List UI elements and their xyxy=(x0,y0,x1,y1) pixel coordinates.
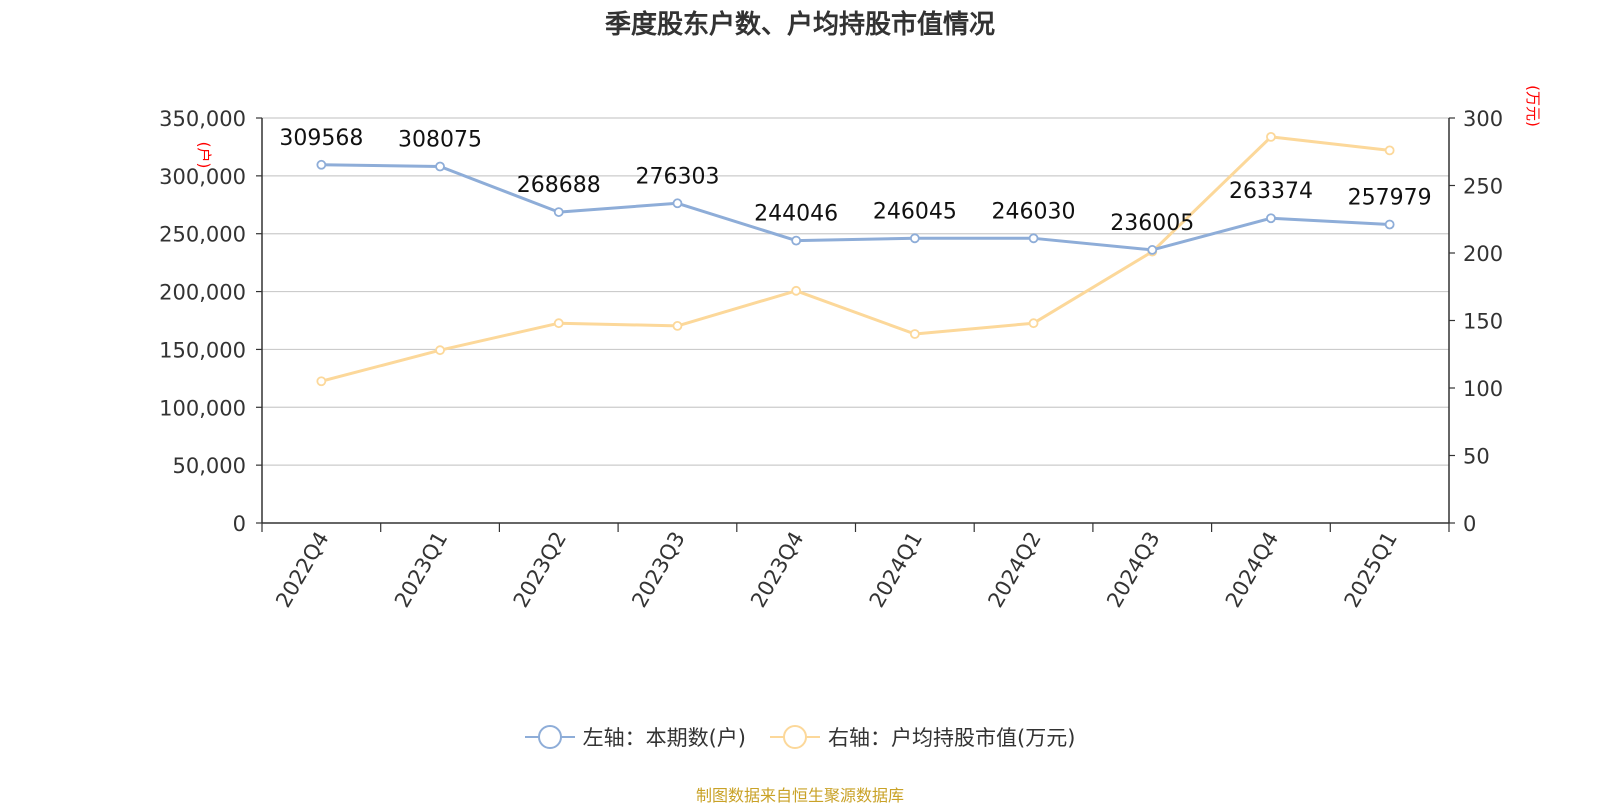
series-0-point xyxy=(791,235,802,246)
data-label: 236005 xyxy=(1110,211,1194,236)
x-tick-label: 2023Q2 xyxy=(509,528,571,612)
series-1-point xyxy=(553,318,564,329)
left-tick-label: 0 xyxy=(233,512,246,536)
series-shareholder-count xyxy=(316,159,1395,255)
data-label: 246045 xyxy=(873,199,957,224)
right-tick-label: 100 xyxy=(1463,377,1503,401)
series-0-point xyxy=(1028,233,1039,244)
x-tick-label: 2023Q3 xyxy=(627,528,689,612)
legend-item-right[interactable]: 右轴：户均持股市值(万元) xyxy=(770,722,1075,752)
legend-label-left: 左轴：本期数(户) xyxy=(582,726,746,750)
data-label: 257979 xyxy=(1348,185,1432,210)
data-label: 268688 xyxy=(517,173,601,198)
series-0-point xyxy=(672,198,683,209)
series-0-point xyxy=(435,161,445,172)
source-note: 制图数据来自恒生聚源数据库 xyxy=(695,786,904,805)
x-axis-ticks: 2022Q4 2023Q1 2023Q2 2023Q3 2023Q4 2024Q1 2024… xyxy=(261,523,1450,612)
series-1-point xyxy=(1266,131,1276,142)
series-0-point xyxy=(1384,219,1395,230)
right-tick-label: 250 xyxy=(1463,175,1503,199)
series-1-point xyxy=(435,345,445,356)
data-label: 244046 xyxy=(754,202,838,227)
series-0-point xyxy=(316,159,327,170)
series-1-line xyxy=(320,135,1390,383)
x-tick-label: 2023Q4 xyxy=(746,528,808,612)
series-avg-market-value xyxy=(316,131,1395,387)
left-tick-label: 50,000 xyxy=(173,454,246,478)
legend-marker-right-icon xyxy=(770,725,820,749)
series-0-point xyxy=(1266,213,1276,224)
data-label: 309568 xyxy=(279,126,363,151)
x-tick-label: 2022Q4 xyxy=(271,528,333,612)
left-tick-label: 150,000 xyxy=(159,338,246,362)
x-tick-label: 2023Q1 xyxy=(390,528,452,612)
series-1-point xyxy=(1028,318,1039,329)
right-tick-label: 0 xyxy=(1463,512,1476,536)
line-chart: 0 50,000 100,000 150,000 200,000 250,000 300,0… xyxy=(159,85,1542,612)
legend-marker-left-icon xyxy=(524,725,575,749)
left-tick-label: 100,000 xyxy=(159,396,246,420)
grid-lines xyxy=(262,117,1449,466)
series-0-line xyxy=(321,163,1390,252)
right-tick-label: 150 xyxy=(1463,310,1503,334)
left-axis-unit: (户) xyxy=(195,142,213,169)
data-label: 263374 xyxy=(1229,179,1313,204)
data-label: 276303 xyxy=(635,164,719,189)
x-tick-label: 2024Q2 xyxy=(983,528,1045,612)
legend: 左轴：本期数(户) 右轴：户均持股市值(万元) xyxy=(0,722,1600,752)
series-0-point xyxy=(1147,245,1158,255)
series-0-point xyxy=(553,207,564,217)
legend-label-right: 右轴：户均持股市值(万元) xyxy=(828,726,1076,750)
left-tick-label: 200,000 xyxy=(159,281,246,305)
data-label: 308075 xyxy=(398,128,482,153)
data-labels: 309568 308075 268688 276303 244046 246045 2460… xyxy=(279,126,1431,236)
right-axis-ticks: 0 50 100 150 200 250 300 xyxy=(1449,107,1503,536)
right-tick-label: 300 xyxy=(1463,107,1503,131)
series-1-point xyxy=(1384,145,1395,156)
series-1-point xyxy=(791,285,802,296)
x-tick-label: 2024Q1 xyxy=(865,528,927,612)
x-tick-label: 2025Q1 xyxy=(1340,528,1402,612)
series-0-point xyxy=(909,233,920,244)
left-tick-label: 350,000 xyxy=(159,107,246,131)
left-tick-label: 300,000 xyxy=(159,165,246,189)
series-1-point xyxy=(316,376,327,387)
left-tick-label: 250,000 xyxy=(159,223,246,247)
data-label: 246030 xyxy=(992,199,1076,224)
series-1-point xyxy=(672,320,683,331)
right-tick-label: 200 xyxy=(1463,242,1503,266)
right-tick-label: 50 xyxy=(1463,445,1490,469)
right-axis-unit: (万元) xyxy=(1524,85,1542,127)
legend-item-left[interactable]: 左轴：本期数(户) xyxy=(524,722,746,752)
series-1-point xyxy=(909,329,920,339)
x-tick-label: 2024Q3 xyxy=(1102,528,1164,612)
chart-title: 季度股东户数、户均持股市值情况 xyxy=(604,10,995,40)
x-tick-label: 2024Q4 xyxy=(1221,528,1283,612)
left-axis-ticks: 0 50,000 100,000 150,000 200,000 250,000 300,0… xyxy=(159,107,262,536)
